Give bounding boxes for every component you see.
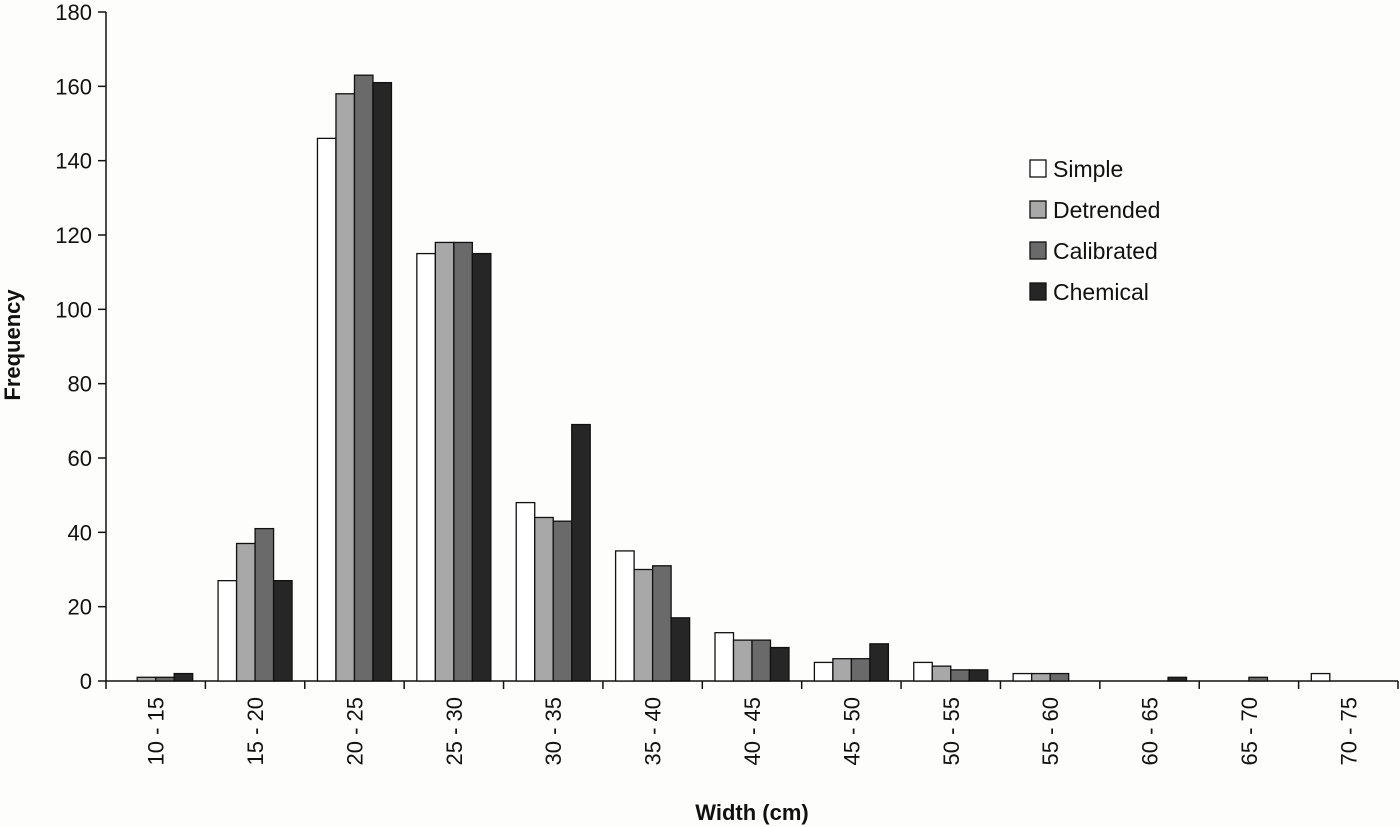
bar-chemical <box>471 252 492 682</box>
bar-calibrated <box>1049 672 1070 682</box>
y-axis-ticks: 0 20 40 60 80 100 120 140 160 180 <box>55 0 106 694</box>
bar-calibrated <box>850 658 871 682</box>
y-tick-label: 160 <box>55 74 92 99</box>
bar-detrended <box>534 516 554 682</box>
bar-detrended <box>1031 672 1051 682</box>
x-tick-label: 65 - 70 <box>1237 697 1262 766</box>
bar-simple <box>614 550 635 682</box>
bar-calibrated <box>453 241 473 682</box>
x-tick-label: 45 - 50 <box>839 697 864 766</box>
bar-chemical <box>670 617 691 682</box>
y-tick-label: 140 <box>55 149 92 174</box>
legend-swatch-calibrated <box>1029 241 1047 260</box>
y-tick-label: 120 <box>55 223 92 248</box>
y-tick-label: 80 <box>68 372 92 397</box>
bar-simple <box>813 661 834 682</box>
bar-chemical <box>372 81 393 682</box>
x-tick-label: 20 - 25 <box>342 697 367 766</box>
y-tick-label: 60 <box>68 446 92 471</box>
bar-detrended <box>732 639 753 682</box>
x-tick-label: 10 - 15 <box>144 697 169 766</box>
bar-calibrated <box>751 639 772 682</box>
legend-swatch-simple <box>1029 159 1047 178</box>
legend-label-simple: Simple <box>1053 156 1123 182</box>
x-tick-label: 55 - 60 <box>1038 697 1063 766</box>
x-tick-label: 50 - 55 <box>939 697 964 766</box>
legend: Simple Detrended Calibrated Chemical <box>1029 156 1160 305</box>
bar-calibrated <box>1248 676 1269 682</box>
y-axis-title: Frequency <box>0 289 25 401</box>
x-tick-label: 35 - 40 <box>641 697 666 766</box>
bar-calibrated <box>651 565 672 682</box>
x-tick-label: 60 - 65 <box>1138 697 1163 766</box>
x-tick-label: 70 - 75 <box>1336 697 1361 766</box>
x-tick-label: 40 - 45 <box>740 697 765 766</box>
bar-chemical <box>1167 676 1188 682</box>
y-tick-label: 40 <box>68 520 92 545</box>
bar-calibrated <box>950 669 970 682</box>
bar-detrended <box>235 542 256 682</box>
bar-simple <box>1012 672 1033 682</box>
bar-detrended <box>335 93 356 682</box>
bar-detrended <box>931 665 952 682</box>
bar-calibrated <box>155 676 175 682</box>
bar-simple <box>217 580 238 682</box>
legend-label-calibrated: Calibrated <box>1053 238 1158 264</box>
bar-calibrated <box>353 74 374 682</box>
bar-detrended <box>633 568 654 682</box>
bar-simple <box>416 252 436 682</box>
bar-calibrated <box>552 520 573 682</box>
bar-detrended <box>434 241 455 682</box>
bar-chemical <box>173 672 194 682</box>
x-axis-title: Width (cm) <box>695 800 808 825</box>
x-tick-label: 30 - 35 <box>541 697 566 766</box>
bar-simple <box>714 632 735 682</box>
plot-area <box>105 12 1398 682</box>
bar-detrended <box>136 676 157 682</box>
bar-chemical <box>272 580 293 682</box>
bar-detrended <box>832 658 853 682</box>
bar-simple <box>1310 672 1331 682</box>
legend-label-detrended: Detrended <box>1053 197 1160 223</box>
x-tick-label: 25 - 30 <box>442 697 467 766</box>
bar-chemical <box>869 643 890 682</box>
bar-simple <box>316 137 337 682</box>
y-tick-label: 0 <box>80 669 92 694</box>
bar-chemical <box>769 646 790 682</box>
x-tick-label: 15 - 20 <box>243 697 268 766</box>
legend-swatch-chemical <box>1029 282 1047 301</box>
x-axis-ticks: 10 - 15 15 - 20 20 - 25 25 - 30 30 - 35 35 - … <box>105 681 1399 766</box>
y-tick-label: 20 <box>68 595 92 620</box>
bar-simple <box>913 661 933 682</box>
bar-chemical <box>968 669 989 682</box>
y-tick-label: 180 <box>55 0 92 25</box>
y-tick-label: 100 <box>55 297 92 322</box>
bar-chemical <box>571 423 591 682</box>
bar-simple <box>515 501 536 682</box>
bar-calibrated <box>254 527 275 682</box>
legend-label-chemical: Chemical <box>1053 279 1149 305</box>
legend-swatch-detrended <box>1029 200 1047 219</box>
